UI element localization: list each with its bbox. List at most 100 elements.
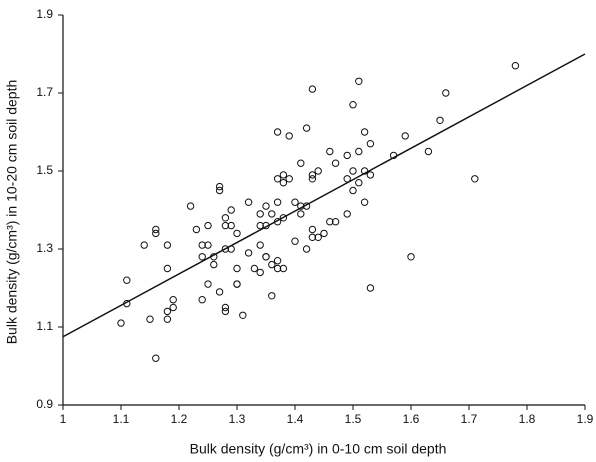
point (221, 303, 230, 312)
point (355, 77, 363, 86)
x-tick-label: 1.8 (519, 412, 536, 426)
point (273, 218, 282, 226)
point (215, 288, 224, 296)
point (256, 241, 264, 249)
point (152, 354, 160, 362)
point (331, 218, 340, 226)
y-axis-label: Bulk density (g/cm³) in 10-20 cm soil de… (4, 80, 20, 345)
point (302, 124, 311, 132)
point (291, 237, 299, 245)
point (471, 175, 479, 183)
y-tick-label: 1.5 (36, 163, 53, 177)
point (256, 210, 264, 218)
point (221, 221, 230, 230)
x-tick-label: 1.4 (287, 412, 304, 426)
point (215, 182, 224, 191)
y-tick-label: 1.3 (36, 241, 53, 255)
point (302, 245, 311, 253)
point (262, 253, 270, 261)
point (169, 303, 177, 312)
point (256, 221, 264, 230)
point (244, 249, 253, 257)
trend-line (62, 53, 586, 338)
point (331, 159, 340, 167)
point (308, 171, 317, 179)
point (343, 210, 351, 218)
y-tick-label: 1.7 (36, 85, 53, 99)
x-tick-label: 1.9 (577, 412, 594, 426)
point (152, 229, 160, 238)
point (308, 175, 317, 183)
point (355, 179, 363, 187)
point (273, 257, 282, 265)
point (221, 245, 230, 253)
point (308, 85, 317, 93)
point (326, 147, 334, 156)
point (436, 116, 444, 125)
x-tick-label: 1 (60, 412, 67, 426)
x-tick-label: 1.1 (113, 412, 130, 426)
point (326, 218, 334, 226)
point (407, 253, 415, 261)
x-tick-label: 1.5 (345, 412, 362, 426)
point (343, 175, 351, 183)
point (233, 229, 241, 238)
point (204, 221, 212, 230)
point (279, 264, 288, 273)
point (250, 264, 259, 273)
point (221, 214, 230, 222)
point (297, 159, 305, 167)
point (424, 147, 433, 156)
point (198, 296, 206, 304)
point (349, 167, 357, 175)
x-tick-label: 1.3 (229, 412, 246, 426)
point (308, 225, 317, 234)
point (163, 307, 172, 316)
point (268, 210, 276, 218)
point (198, 241, 206, 249)
point (279, 179, 288, 187)
point (227, 245, 235, 253)
y-tick-label: 1.9 (36, 7, 53, 21)
point (297, 210, 305, 218)
point (314, 167, 322, 175)
point (123, 276, 131, 284)
point (244, 198, 253, 206)
point (360, 128, 369, 136)
point (221, 307, 230, 316)
point (360, 167, 369, 175)
point (256, 268, 264, 277)
point (117, 319, 125, 327)
point (285, 175, 293, 183)
point (349, 101, 357, 109)
point (262, 221, 270, 230)
point (204, 241, 212, 249)
point (302, 202, 311, 210)
y-tick-label: 0.9 (36, 397, 53, 411)
point (308, 233, 317, 242)
point (355, 147, 363, 156)
point (215, 186, 224, 195)
point (233, 264, 241, 273)
point (163, 315, 172, 323)
point (314, 233, 322, 242)
point (297, 202, 305, 210)
x-tick-label: 1.2 (171, 412, 188, 426)
point (291, 198, 299, 206)
point (268, 260, 276, 269)
point (273, 128, 282, 136)
point (123, 299, 131, 308)
point (349, 186, 357, 195)
point (239, 311, 247, 319)
point (320, 229, 328, 238)
point (366, 140, 375, 148)
point (511, 61, 520, 70)
point (366, 284, 375, 292)
point (343, 151, 351, 160)
point (169, 296, 177, 304)
point (279, 214, 288, 222)
point (366, 171, 375, 179)
point (262, 202, 270, 210)
point (268, 292, 276, 300)
